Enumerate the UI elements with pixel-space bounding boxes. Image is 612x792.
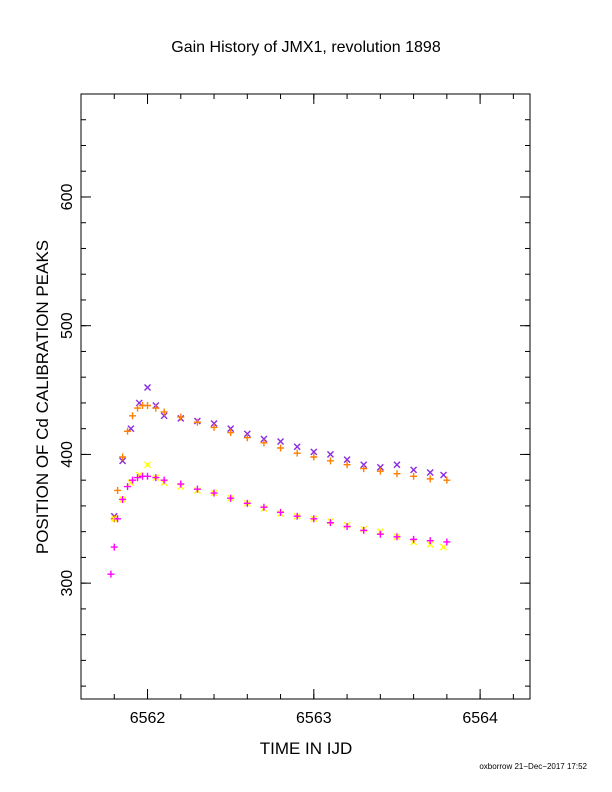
data-point <box>227 429 235 437</box>
data-point <box>210 420 218 428</box>
data-point <box>376 463 384 471</box>
data-point <box>160 408 168 416</box>
data-point <box>124 427 132 435</box>
data-point <box>343 456 351 464</box>
data-point <box>426 541 434 549</box>
data-point <box>114 486 122 494</box>
data-point <box>360 465 368 473</box>
data-point <box>144 383 152 391</box>
data-point <box>227 494 235 502</box>
data-point <box>326 519 334 527</box>
data-point <box>293 443 301 451</box>
data-point <box>110 543 118 551</box>
data-point <box>393 533 401 541</box>
data-point <box>119 495 127 503</box>
plot-frame <box>80 93 531 700</box>
data-point <box>260 435 268 443</box>
data-point <box>443 538 451 546</box>
data-point <box>343 523 351 531</box>
data-point <box>119 457 127 465</box>
data-point <box>152 404 160 412</box>
axis-ticks <box>80 93 530 699</box>
x-tick-label: 6563 <box>296 710 332 727</box>
data-point <box>440 471 448 479</box>
data-point <box>277 444 285 452</box>
data-point <box>410 466 418 474</box>
data-point <box>343 461 351 469</box>
x-tick-label: 6564 <box>462 710 498 727</box>
data-point <box>177 480 185 488</box>
data-point <box>410 472 418 480</box>
data-point <box>144 402 152 410</box>
data-point <box>210 489 218 497</box>
data-point <box>124 483 132 491</box>
data-point <box>134 404 142 412</box>
data-point <box>293 449 301 457</box>
y-tick-label: 600 <box>59 184 76 211</box>
data-point <box>277 438 285 446</box>
data-point <box>260 439 268 447</box>
data-point <box>160 476 168 484</box>
footer-credit: oxborrow 21−Dec−2017 17:52 <box>479 762 587 771</box>
series-2 <box>110 402 451 523</box>
series-4 <box>107 472 451 578</box>
data-point <box>210 423 218 431</box>
data-point <box>114 515 122 523</box>
data-point <box>243 430 251 438</box>
data-point <box>129 476 137 484</box>
data-point <box>227 425 235 433</box>
data-point <box>443 476 451 484</box>
x-axis-label: TIME IN IJD <box>260 739 353 758</box>
data-point <box>243 434 251 442</box>
data-point <box>277 508 285 516</box>
data-point <box>119 453 127 461</box>
series-1 <box>110 383 448 520</box>
x-tick-label: 6562 <box>130 710 166 727</box>
data-point <box>193 485 201 493</box>
data-point <box>243 499 251 507</box>
y-axis-label: POSITION OF Cd CALIBRATION PEAKS <box>33 240 52 554</box>
data-point <box>134 474 142 482</box>
data-point <box>426 468 434 476</box>
chart-title: Gain History of JMX1, revolution 1898 <box>171 39 441 56</box>
data-point <box>193 418 201 426</box>
data-point <box>426 475 434 483</box>
data-point <box>310 515 318 523</box>
data-point <box>426 537 434 545</box>
data-point <box>376 530 384 538</box>
data-point <box>410 535 418 543</box>
data-point <box>393 461 401 469</box>
data-point <box>360 526 368 534</box>
data-point <box>360 461 368 469</box>
data-point <box>107 570 115 578</box>
data-points <box>107 383 451 578</box>
data-point <box>260 503 268 511</box>
data-point <box>144 472 152 480</box>
y-tick-label: 400 <box>59 441 76 468</box>
y-tick-label: 300 <box>59 570 76 597</box>
data-point <box>393 470 401 478</box>
data-point <box>144 461 152 469</box>
data-point <box>376 467 384 475</box>
data-point <box>310 453 318 461</box>
data-point <box>129 412 137 420</box>
data-point <box>326 457 334 465</box>
data-point <box>326 450 334 458</box>
data-point <box>293 512 301 520</box>
data-point <box>177 413 185 421</box>
data-point <box>440 543 448 551</box>
axis-tick-labels: 6562 6563 6564 300 400 500 600 <box>59 184 498 727</box>
y-tick-label: 500 <box>59 312 76 339</box>
data-point <box>152 474 160 482</box>
data-point <box>310 448 318 456</box>
data-point <box>160 412 168 420</box>
